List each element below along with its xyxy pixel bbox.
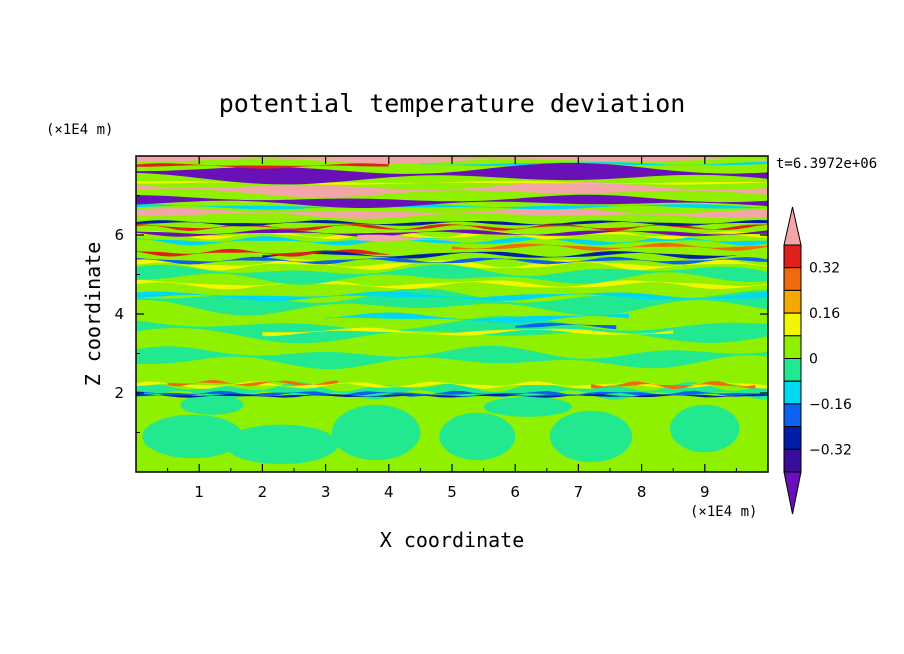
colorbar: 0.32 0.16 0 −0.16 −0.32 xyxy=(783,206,852,515)
mid-band xyxy=(136,291,768,302)
colorbar-swatch xyxy=(783,312,802,337)
y-axis: 2 4 6 xyxy=(114,195,768,433)
x-tick-label: 7 xyxy=(574,483,584,501)
upper-band xyxy=(420,162,768,166)
temperature-field xyxy=(136,156,768,472)
upper-band xyxy=(136,203,768,210)
x-tick-label: 4 xyxy=(384,483,394,501)
x-tick-label: 5 xyxy=(447,483,457,501)
x-tick-label: 8 xyxy=(637,483,647,501)
colorbar-swatch xyxy=(783,289,802,314)
mid-band xyxy=(136,220,768,227)
colorbar-label: −0.16 xyxy=(809,397,852,413)
lower-patch xyxy=(670,404,740,453)
boundary-band xyxy=(591,381,756,389)
lower-patch xyxy=(331,404,421,461)
chart-title: potential temperature deviation xyxy=(219,89,686,118)
y-tick-label: 4 xyxy=(114,305,124,323)
x-tick-label: 9 xyxy=(700,483,710,501)
boundary-band xyxy=(136,393,768,398)
y-tick-label: 2 xyxy=(114,384,124,402)
colorbar-swatch xyxy=(783,426,802,450)
x-axis: 1 2 3 4 5 6 7 8 9 xyxy=(167,156,737,501)
colorbar-swatch xyxy=(783,267,802,291)
colorbar-top-arrow xyxy=(783,206,802,246)
x-axis-unit: (×1E4 m) xyxy=(690,504,757,520)
x-tick-label: 1 xyxy=(194,483,204,501)
lower-patch xyxy=(549,410,633,463)
mid-band xyxy=(136,229,768,237)
boundary-band xyxy=(167,380,339,387)
colorbar-swatch xyxy=(783,448,802,473)
colorbar-label: 0.16 xyxy=(809,306,840,322)
colorbar-swatch xyxy=(783,335,802,359)
mid-band xyxy=(325,312,629,323)
time-label: t=6.3972e+06 xyxy=(776,156,877,172)
upper-band xyxy=(136,207,768,219)
mid-band xyxy=(136,230,768,240)
y-axis-label: Z coordinate xyxy=(81,242,105,387)
mid-band xyxy=(136,316,768,344)
upper-band xyxy=(136,163,389,169)
lower-patch xyxy=(224,424,339,465)
colorbar-bottom-arrow xyxy=(783,471,802,515)
mid-band xyxy=(452,242,768,251)
lower-patch xyxy=(483,396,573,417)
boundary-band xyxy=(136,381,768,389)
colorbar-swatch xyxy=(783,380,802,405)
y-axis-unit: (×1E4 m) xyxy=(46,122,113,138)
colorbar-label: 0.32 xyxy=(809,261,840,277)
mid-band xyxy=(136,264,768,285)
x-axis-label: X coordinate xyxy=(380,528,525,552)
mid-band xyxy=(136,248,389,257)
lower-patch xyxy=(439,412,516,461)
upper-band xyxy=(136,181,768,198)
colorbar-label: −0.32 xyxy=(809,442,852,458)
mid-band xyxy=(136,288,768,316)
x-tick-label: 2 xyxy=(258,483,268,501)
colorbar-swatch xyxy=(783,358,802,382)
colorbar-swatch xyxy=(783,403,802,428)
y-tick-label: 6 xyxy=(114,226,124,244)
mid-band xyxy=(136,345,768,370)
mid-band xyxy=(136,223,768,231)
x-tick-label: 3 xyxy=(321,483,331,501)
upper-band xyxy=(136,194,768,208)
mid-band xyxy=(136,256,768,265)
mid-band xyxy=(515,322,617,330)
mid-band xyxy=(262,327,674,337)
colorbar-swatch xyxy=(783,244,802,269)
colorbar-label: 0 xyxy=(809,352,818,368)
lower-patch xyxy=(142,414,244,459)
boundary-band xyxy=(136,390,768,397)
mid-band xyxy=(262,250,737,259)
mid-band xyxy=(136,236,768,246)
mid-band xyxy=(357,234,452,241)
lower-patch xyxy=(180,394,244,415)
x-tick-label: 6 xyxy=(510,483,520,501)
upper-band xyxy=(136,162,768,185)
